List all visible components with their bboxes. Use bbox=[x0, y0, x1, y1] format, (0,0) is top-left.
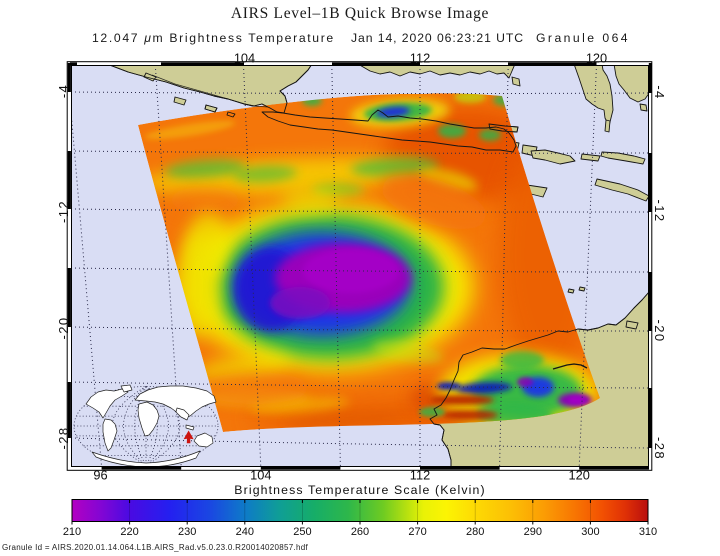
svg-text:310: 310 bbox=[639, 526, 657, 538]
svg-text:120: 120 bbox=[569, 468, 590, 483]
svg-text:Brightness Temperature Scale (: Brightness Temperature Scale (Kelvin) bbox=[234, 483, 485, 497]
svg-text:-28: -28 bbox=[652, 437, 667, 460]
svg-text:-12: -12 bbox=[652, 200, 667, 223]
svg-text:230: 230 bbox=[178, 526, 196, 538]
svg-text:AIRS Level–1B Quick Browse Ima: AIRS Level–1B Quick Browse Image bbox=[231, 5, 489, 22]
svg-text:260: 260 bbox=[351, 526, 369, 538]
svg-text:250: 250 bbox=[293, 526, 311, 538]
svg-text:Granule 064: Granule 064 bbox=[536, 31, 630, 45]
svg-text:96: 96 bbox=[93, 468, 107, 483]
svg-text:12.047 μm Brightness Temperatu: 12.047 μm Brightness Temperature bbox=[92, 31, 335, 45]
svg-text:104: 104 bbox=[234, 51, 255, 66]
svg-text:-28: -28 bbox=[56, 427, 71, 450]
svg-text:104: 104 bbox=[250, 468, 271, 483]
svg-text:-20: -20 bbox=[652, 320, 667, 343]
svg-text:-20: -20 bbox=[56, 317, 71, 340]
svg-text:112: 112 bbox=[410, 51, 430, 66]
svg-text:210: 210 bbox=[63, 526, 81, 538]
svg-text:Granule Id = AIRS.2020.01.14.0: Granule Id = AIRS.2020.01.14.064.L1B.AIR… bbox=[2, 543, 309, 552]
svg-text:300: 300 bbox=[581, 526, 599, 538]
svg-text:-12: -12 bbox=[56, 200, 71, 223]
svg-text:280: 280 bbox=[466, 526, 484, 538]
svg-text:112: 112 bbox=[410, 468, 430, 483]
svg-text:120: 120 bbox=[586, 51, 607, 66]
svg-text:240: 240 bbox=[236, 526, 254, 538]
svg-text:-4: -4 bbox=[652, 85, 667, 99]
svg-text:270: 270 bbox=[408, 526, 426, 538]
svg-text:290: 290 bbox=[524, 526, 542, 538]
svg-text:-4: -4 bbox=[56, 84, 71, 98]
svg-text:Jan 14, 2020 06:23:21 UTC: Jan 14, 2020 06:23:21 UTC bbox=[351, 31, 524, 45]
svg-text:220: 220 bbox=[120, 526, 138, 538]
